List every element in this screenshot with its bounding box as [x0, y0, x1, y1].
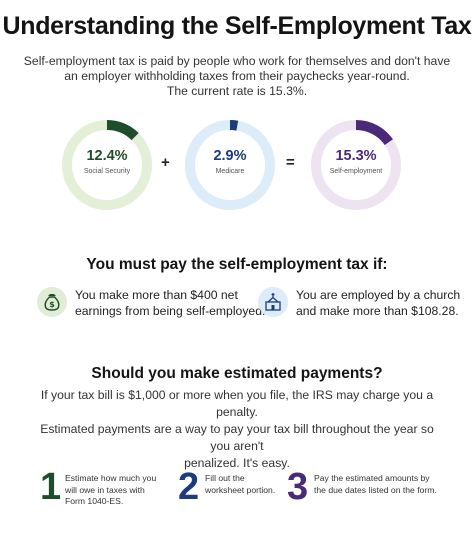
step-line: will owe in taxes with	[65, 484, 145, 495]
condition-church: You are employed by a church and make mo…	[296, 287, 460, 319]
step-line: Form 1040-ES.	[65, 496, 124, 506]
step-3-number: 3	[287, 466, 309, 508]
ring-track	[185, 120, 275, 210]
intro-line: an employer withholding taxes from their…	[64, 69, 410, 83]
self-employment-ring: 15.3% Self-employment	[310, 119, 402, 211]
ring-arc	[185, 120, 275, 210]
equals-operator: =	[286, 154, 295, 171]
rate-label: Self-employment	[329, 168, 383, 175]
ring-track	[62, 120, 152, 210]
step-line: the due dates listed on the form.	[314, 484, 437, 495]
rate-label: Social Security	[83, 168, 131, 175]
ring-arc	[311, 120, 401, 210]
ring-arc	[62, 120, 152, 210]
church-icon	[258, 287, 288, 317]
intro-text: Self-employment tax is paid by people wh…	[20, 54, 454, 99]
rate-value: 12.4%	[86, 148, 128, 164]
medicare-ring: 2.9% Medicare	[184, 119, 276, 211]
condition-line: and make more than $108.28.	[296, 304, 459, 318]
estimated-line: penalized. It's easy.	[184, 456, 290, 470]
estimated-heading: Should you make estimated payments?	[91, 365, 383, 382]
step-2-number: 2	[178, 466, 200, 508]
ring-chart	[311, 120, 401, 210]
svg-text:$: $	[49, 300, 55, 309]
rate-label: Medicare	[215, 168, 245, 175]
estimated-text: If your tax bill is $1,000 or more when …	[30, 387, 444, 472]
ring-chart	[62, 120, 152, 210]
intro-line: Self-employment tax is paid by people wh…	[23, 54, 451, 68]
social-security-ring: 12.4% Social Security	[61, 119, 153, 211]
condition-income: You make more than $400 net earnings fro…	[75, 287, 265, 319]
condition-line: You are employed by a church	[296, 288, 461, 302]
plus-operator: +	[161, 154, 170, 171]
step-line: Fill out the	[205, 473, 245, 483]
intro-line: The current rate is 15.3%.	[166, 84, 308, 98]
condition-line: You make more than $400 net	[75, 288, 238, 302]
step-line: Estimate how much you	[65, 473, 157, 483]
ring-chart	[185, 120, 275, 210]
step-line: Pay the estimated amounts by	[314, 473, 430, 483]
rate-value: 2.9%	[213, 148, 247, 164]
estimated-line: Estimated payments are a way to pay your…	[40, 422, 434, 453]
step-1-number: 1	[40, 466, 62, 508]
rate-value: 15.3%	[335, 148, 377, 164]
money-bag-icon: $	[37, 287, 67, 317]
step-3-text: Pay the estimated amounts by the due dat…	[314, 473, 437, 496]
step-1-text: Estimate how much you will owe in taxes …	[65, 473, 156, 508]
estimated-line: If your tax bill is $1,000 or more when …	[40, 388, 434, 419]
step-2-text: Fill out the worksheet portion.	[205, 473, 275, 496]
step-line: worksheet portion.	[205, 484, 276, 495]
condition-line: earnings from being self-employed.	[75, 304, 266, 318]
must-pay-heading: You must pay the self-employment tax if:	[86, 256, 388, 273]
page-title: Understanding the Self-Employment Tax	[2, 12, 472, 40]
